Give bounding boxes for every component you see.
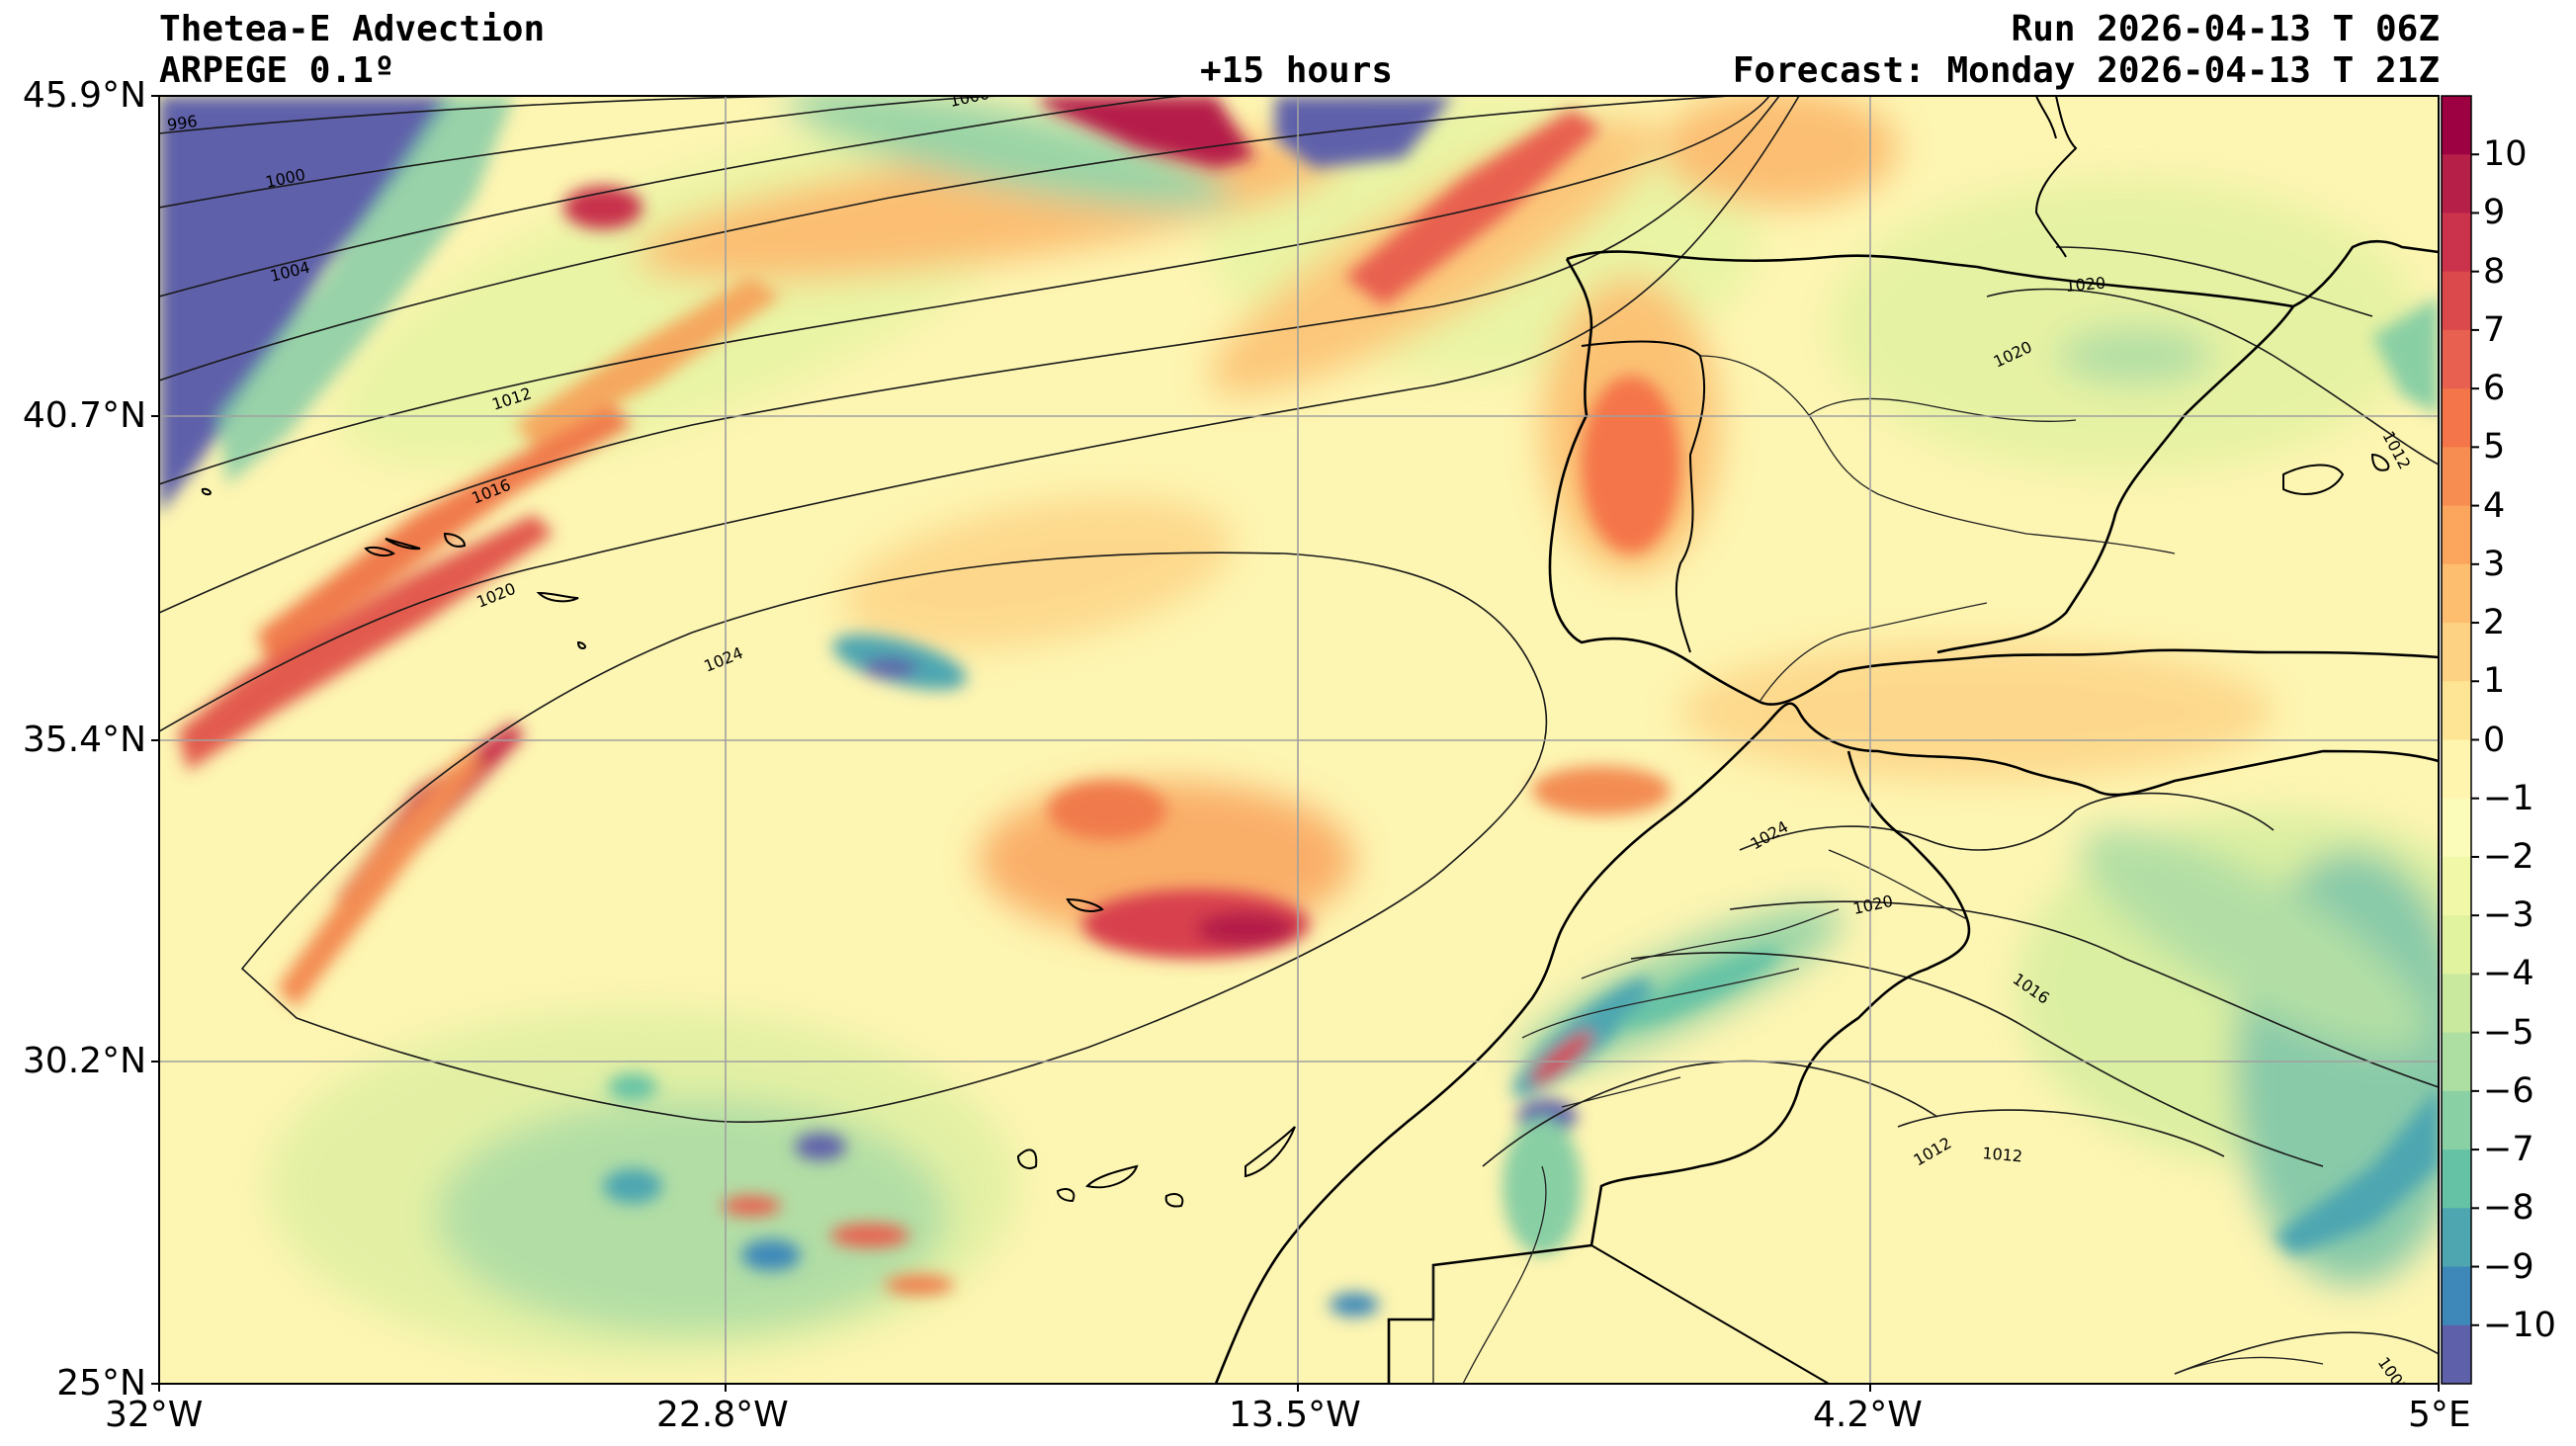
lon-label-5e: 5°E [2408, 1395, 2471, 1435]
colorbar-tick-label: −5 [2483, 1012, 2534, 1053]
colorbar-swatch [2442, 739, 2471, 800]
colorbar-tick-label: 10 [2483, 134, 2528, 175]
colorbar-swatch [2442, 1324, 2471, 1385]
colorbar-swatch [2442, 388, 2471, 448]
colorbar-swatch [2442, 505, 2471, 565]
lead-time-label: +15 hours [1200, 50, 1394, 91]
colorbar [2441, 95, 2479, 1385]
isobar-label: 996 [166, 112, 199, 134]
colorbar-swatch [2442, 1208, 2471, 1268]
colorbar-tick-label: −8 [2483, 1188, 2534, 1229]
advection-field: 996 1000 1004 1012 1016 1020 1024 1000 1… [159, 96, 2439, 1384]
colorbar-swatch [2442, 96, 2471, 155]
axis-ticks [151, 95, 2440, 1392]
colorbar-tick-label: 7 [2483, 309, 2506, 350]
colorbar-tick-label: 4 [2483, 485, 2506, 526]
colorbar-swatch [2442, 1149, 2471, 1209]
lat-label-35-4n: 35.4°N [22, 720, 146, 760]
colorbar-swatch [2442, 1090, 2471, 1150]
lon-label-32w: 32°W [105, 1395, 204, 1435]
forecast-label: Forecast: Monday 2026-04-13 T 21Z [1732, 50, 2440, 91]
colorbar-tick-label: −9 [2483, 1246, 2534, 1287]
colorbar-tick-label: 0 [2483, 720, 2506, 760]
map-title: Thetea-E Advection [159, 9, 546, 49]
lon-label-4-2w: 4.2°W [1813, 1395, 1923, 1435]
colorbar-swatch [2442, 623, 2471, 682]
gridlines [159, 96, 2439, 1384]
colorbar-tick-label: −10 [2483, 1305, 2556, 1345]
lat-label-25n: 25°N [56, 1363, 146, 1403]
lon-label-13-5w: 13.5°W [1229, 1395, 1361, 1435]
colorbar-tick-label: 8 [2483, 251, 2506, 292]
lon-label-22-8w: 22.8°W [656, 1395, 789, 1435]
region-borders [1432, 355, 2324, 1384]
colorbar-swatch [2442, 154, 2471, 213]
colorbar-swatch [2442, 213, 2471, 273]
colorbar-swatch [2442, 1032, 2471, 1092]
colorbar-swatch [2442, 563, 2471, 624]
colorbar-tick-label: −7 [2483, 1130, 2534, 1170]
colorbar-swatch [2442, 447, 2471, 507]
colorbar-swatch [2442, 915, 2471, 975]
coastlines [201, 96, 2439, 1384]
colorbar-tick-label: 1 [2483, 661, 2506, 702]
colorbar-tick-label: 3 [2483, 544, 2506, 584]
colorbar-tick-label: −3 [2483, 895, 2534, 936]
colorbar-swatch [2442, 329, 2471, 389]
colorbar-swatch [2442, 681, 2471, 740]
colorbar-tick-label: 5 [2483, 427, 2506, 468]
lat-label-40-7n: 40.7°N [22, 395, 146, 436]
run-label: Run 2026-04-13 T 06Z [2011, 9, 2440, 49]
lat-label-45-9n: 45.9°N [22, 75, 146, 116]
lat-label-30-2n: 30.2°N [22, 1041, 146, 1081]
isobar-label: 1020 [2065, 274, 2106, 296]
colorbar-swatch [2442, 271, 2471, 331]
colorbar-tick-label: −2 [2483, 836, 2534, 877]
isobar-label: 1012 [1982, 1144, 2023, 1165]
isobars [159, 96, 2439, 1375]
colorbar-swatch [2442, 974, 2471, 1034]
model-label: ARPEGE 0.1º [159, 50, 395, 91]
colorbar-swatch [2442, 856, 2471, 916]
colorbar-swatch [2442, 1266, 2471, 1326]
colorbar-tick-label: −4 [2483, 954, 2534, 994]
colorbar-tick-label: 6 [2483, 369, 2506, 409]
colorbar-tick-label: 9 [2483, 193, 2506, 233]
colorbar-tick-label: 2 [2483, 603, 2506, 643]
colorbar-tick-label: −1 [2483, 778, 2534, 818]
colorbar-swatch [2442, 798, 2471, 858]
colorbar-tick-label: −6 [2483, 1070, 2534, 1111]
